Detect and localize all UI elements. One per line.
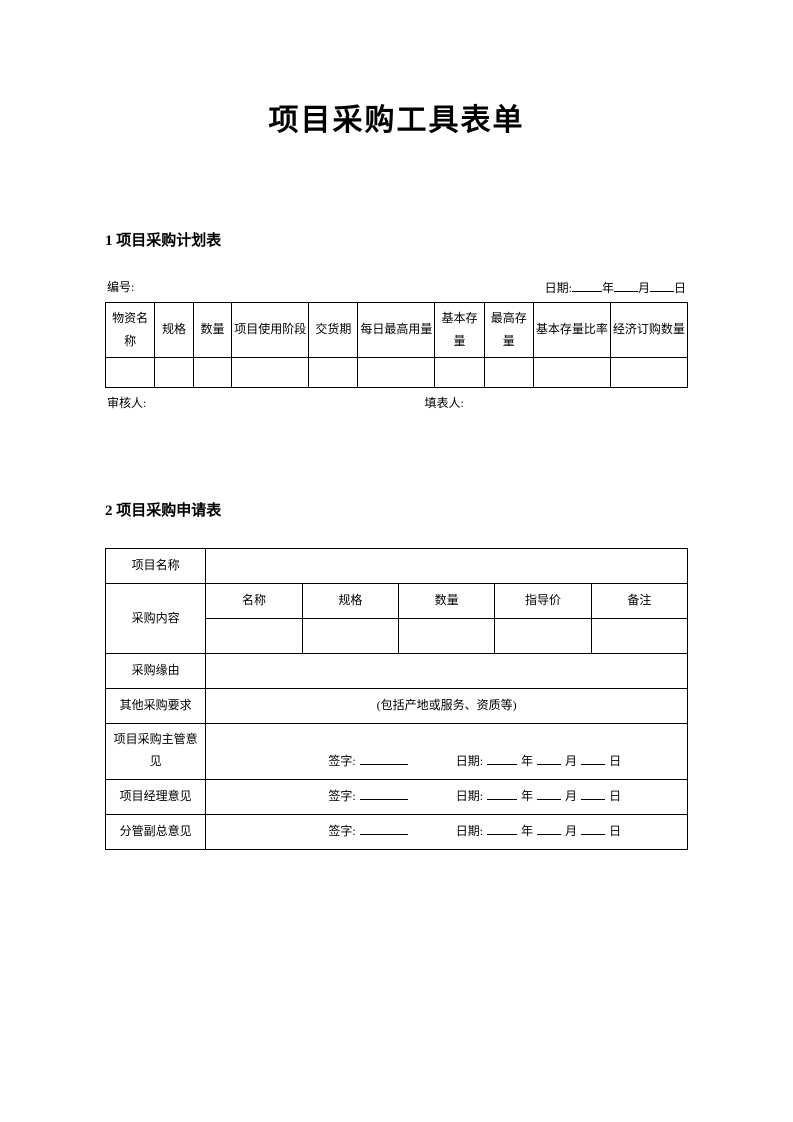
- col-header: 基本存量: [435, 303, 484, 358]
- col-header: 经济订购数量: [610, 303, 687, 358]
- row-label: 项目名称: [106, 548, 206, 583]
- date-label: 日期:: [456, 785, 483, 808]
- auditor-label: 审核人:: [107, 394, 369, 411]
- row-label: 采购缘由: [106, 653, 206, 688]
- sign-field[interactable]: [360, 822, 408, 835]
- table-row: 采购缘由: [106, 653, 688, 688]
- cell[interactable]: [206, 618, 302, 653]
- col-header: 名称: [206, 583, 302, 618]
- year-label: 年: [521, 785, 533, 808]
- day-field[interactable]: [581, 786, 605, 800]
- month-label: 月: [638, 279, 650, 296]
- month-label: 月: [565, 785, 577, 808]
- cell[interactable]: [309, 357, 358, 387]
- sign-label: 签字:: [328, 820, 355, 843]
- day-field[interactable]: [581, 821, 605, 835]
- col-header: 规格: [302, 583, 398, 618]
- row-label: 项目经理意见: [106, 780, 206, 815]
- row-label: 项目采购主管意见: [106, 723, 206, 780]
- table-row: 其他采购要求 (包括产地或服务、资质等): [106, 688, 688, 723]
- plan-table: 物资名称 规格 数量 项目使用阶段 交货期 每日最高用量 基本存量 最高存量 基…: [105, 302, 688, 388]
- year-field[interactable]: [487, 751, 517, 765]
- signature-cell: 签字: 日期: 年 月 日: [206, 723, 688, 780]
- month-field[interactable]: [537, 821, 561, 835]
- table-row: 采购内容 名称 规格 数量 指导价 备注: [106, 583, 688, 618]
- row-label: 采购内容: [106, 583, 206, 653]
- page-title: 项目采购工具表单: [105, 95, 688, 139]
- request-table: 项目名称 采购内容 名称 规格 数量 指导价 备注 采购缘由 其他采购要求 (包…: [105, 548, 688, 851]
- hint-text: (包括产地或服务、资质等): [206, 688, 688, 723]
- section1-heading: 1 项目采购计划表: [105, 229, 688, 250]
- table-row: 项目名称: [106, 548, 688, 583]
- cell[interactable]: [610, 357, 687, 387]
- date-label: 日期:: [456, 750, 483, 773]
- month-label: 月: [565, 820, 577, 843]
- year-label: 年: [521, 750, 533, 773]
- col-header: 物资名称: [106, 303, 155, 358]
- month-field[interactable]: [537, 751, 561, 765]
- row-label: 分管副总意见: [106, 815, 206, 850]
- table-row: 项目经理意见 签字: 日期: 年 月 日: [106, 780, 688, 815]
- table-header-row: 物资名称 规格 数量 项目使用阶段 交货期 每日最高用量 基本存量 最高存量 基…: [106, 303, 688, 358]
- cell[interactable]: [358, 357, 435, 387]
- day-field[interactable]: [581, 751, 605, 765]
- cell[interactable]: [399, 618, 495, 653]
- row-label: 其他采购要求: [106, 688, 206, 723]
- cell[interactable]: [435, 357, 484, 387]
- year-label: 年: [521, 820, 533, 843]
- col-header: 数量: [399, 583, 495, 618]
- table-row: 项目采购主管意见 签字: 日期: 年 月 日: [106, 723, 688, 780]
- sign-field[interactable]: [360, 787, 408, 800]
- cell[interactable]: [533, 357, 610, 387]
- col-header: 备注: [591, 583, 687, 618]
- cell[interactable]: [193, 357, 232, 387]
- day-field[interactable]: [650, 278, 674, 292]
- col-header: 数量: [193, 303, 232, 358]
- table-row: 分管副总意见 签字: 日期: 年 月 日: [106, 815, 688, 850]
- day-label: 日: [609, 820, 621, 843]
- day-label: 日: [674, 279, 686, 296]
- section1-meta: 编号: 日期: 年 月 日: [105, 278, 688, 296]
- table-row: [106, 357, 688, 387]
- date-label: 日期:: [545, 279, 572, 296]
- col-header: 基本存量比率: [533, 303, 610, 358]
- year-field[interactable]: [487, 786, 517, 800]
- cell[interactable]: [484, 357, 533, 387]
- cell[interactable]: [106, 357, 155, 387]
- cell[interactable]: [232, 357, 309, 387]
- cell[interactable]: [302, 618, 398, 653]
- cell[interactable]: [155, 357, 194, 387]
- year-field[interactable]: [487, 821, 517, 835]
- signature-cell: 签字: 日期: 年 月 日: [206, 815, 688, 850]
- number-label: 编号:: [107, 278, 134, 296]
- col-header: 每日最高用量: [358, 303, 435, 358]
- col-header: 指导价: [495, 583, 591, 618]
- month-field[interactable]: [537, 786, 561, 800]
- signature-cell: 签字: 日期: 年 月 日: [206, 780, 688, 815]
- year-field[interactable]: [572, 278, 602, 292]
- col-header: 交货期: [309, 303, 358, 358]
- cell[interactable]: [591, 618, 687, 653]
- sign-field[interactable]: [360, 752, 408, 765]
- cell[interactable]: [206, 653, 688, 688]
- date-label: 日期:: [456, 820, 483, 843]
- section2-heading: 2 项目采购申请表: [105, 499, 688, 520]
- month-field[interactable]: [614, 278, 638, 292]
- col-header: 项目使用阶段: [232, 303, 309, 358]
- col-header: 最高存量: [484, 303, 533, 358]
- cell[interactable]: [206, 548, 688, 583]
- day-label: 日: [609, 785, 621, 808]
- date-block: 日期: 年 月 日: [545, 278, 686, 296]
- cell[interactable]: [495, 618, 591, 653]
- month-label: 月: [565, 750, 577, 773]
- sign-label: 签字:: [328, 785, 355, 808]
- year-label: 年: [602, 279, 614, 296]
- sign-label: 签字:: [328, 750, 355, 773]
- day-label: 日: [609, 750, 621, 773]
- section1-footer: 审核人: 填表人:: [105, 394, 688, 411]
- col-header: 规格: [155, 303, 194, 358]
- filler-label: 填表人:: [369, 394, 687, 411]
